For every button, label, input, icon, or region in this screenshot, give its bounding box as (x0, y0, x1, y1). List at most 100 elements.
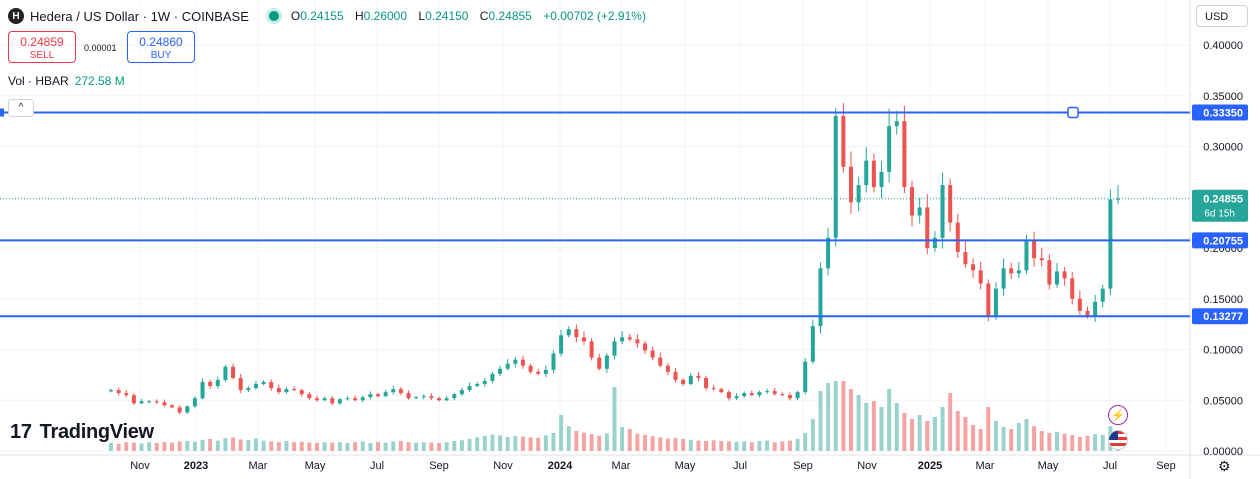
volume-bar (627, 429, 632, 451)
candle-body (231, 366, 236, 378)
volume-bar (490, 434, 495, 451)
lightning-icon[interactable]: ⚡ (1108, 405, 1128, 425)
volume-bar (574, 431, 579, 451)
candle-body (551, 353, 556, 370)
volume-bar (162, 442, 167, 451)
candle-body (917, 207, 922, 216)
candle-body (147, 401, 152, 403)
volume-bar (269, 441, 274, 451)
x-tick-label: Sep (1156, 460, 1176, 472)
volume-bar (1077, 437, 1082, 451)
candle-body (650, 350, 655, 358)
volume-bar (658, 437, 663, 451)
x-tick-label: Jul (1103, 460, 1117, 472)
volume-bar (803, 433, 808, 451)
candle-body (704, 377, 709, 389)
open-value: 0.24155 (300, 9, 344, 23)
volume-bar (376, 442, 381, 451)
countdown-label: 6d 15h (1204, 209, 1235, 220)
candle-body (627, 337, 632, 340)
volume-bar (505, 437, 510, 451)
volume-bar (467, 439, 472, 451)
candle-body (360, 397, 365, 401)
volume-legend: Vol · HBAR 272.58 M (8, 74, 125, 88)
volume-bar (421, 442, 426, 451)
candle-body (330, 398, 335, 404)
volume-bar (818, 391, 823, 451)
us-flag-icon[interactable] (1108, 430, 1128, 450)
candle-body (696, 375, 701, 378)
volume-bar (246, 440, 251, 451)
candle-body (398, 389, 403, 394)
spread-value: 0.00001 (84, 43, 117, 53)
candle-body (818, 268, 823, 327)
level-price-tag (1192, 232, 1248, 249)
volume-value: 272.58 M (74, 74, 125, 88)
candle-body (894, 121, 899, 127)
candle-body (871, 160, 876, 188)
candle-body (459, 390, 464, 395)
x-tick-label: Nov (857, 460, 877, 472)
collapse-legend-button[interactable]: ^ (8, 99, 34, 117)
volume-bar (307, 442, 312, 451)
buy-button[interactable]: 0.24860 BUY (127, 31, 195, 63)
candle-body (665, 365, 670, 372)
volume-bar (1085, 435, 1090, 451)
volume-bar (780, 441, 785, 451)
x-tick-label: Mar (612, 460, 631, 472)
volume-bar (1024, 419, 1029, 451)
candle-body (475, 384, 480, 387)
candle-body (1054, 271, 1059, 285)
currency-select[interactable]: USD (1196, 5, 1248, 27)
candle-body (345, 398, 350, 400)
candle-body (109, 390, 113, 392)
volume-bar (185, 441, 190, 451)
volume-bar (993, 421, 998, 451)
volume-bar (955, 411, 960, 451)
candle-body (948, 185, 953, 223)
volume-bar (971, 425, 976, 451)
market-status-icon[interactable] (268, 11, 279, 21)
settings-gear-icon[interactable]: ⚙ (1218, 458, 1231, 474)
volume-bar (177, 441, 182, 451)
level-drag-handle (1067, 106, 1079, 119)
candle-body (131, 395, 136, 404)
chart-header: H Hedera / US Dollar · 1W · COINBASE O0.… (8, 6, 654, 26)
volume-bar (635, 433, 640, 451)
sell-label: SELL (29, 50, 55, 61)
candle-body (1093, 301, 1098, 317)
candle-body (1108, 199, 1113, 289)
volume-bar (1070, 435, 1075, 451)
volume-bar (620, 427, 625, 451)
candle-body (1077, 298, 1082, 311)
candle-body (986, 283, 991, 318)
candle-body (1085, 310, 1090, 317)
candle-body (162, 402, 167, 406)
volume-bar (604, 433, 609, 451)
candle-body (597, 357, 602, 369)
volume-bar (1054, 431, 1059, 451)
candle-body (337, 399, 342, 404)
volume-bar (520, 436, 525, 451)
volume-bar (383, 442, 388, 451)
x-tick-label: Nov (130, 460, 150, 472)
volume-bar (551, 433, 556, 451)
candle-body (1039, 258, 1044, 261)
symbol-title[interactable]: Hedera / US Dollar · 1W · COINBASE (30, 8, 249, 24)
candle-body (559, 335, 564, 354)
candle-body (1024, 239, 1029, 271)
volume-bar (696, 440, 701, 451)
candle-body (1062, 271, 1067, 279)
tradingview-wordmark: TradingView (39, 421, 154, 443)
low-value: 0.24150 (425, 9, 469, 23)
volume-bar (612, 387, 617, 451)
volume-bar (429, 442, 434, 451)
sell-button[interactable]: 0.24859 SELL (8, 31, 76, 63)
candle-body (772, 391, 777, 395)
candle-body (1032, 239, 1037, 259)
tradingview-logo[interactable]: 17 TradingView (10, 421, 154, 444)
candle-body (376, 394, 381, 397)
candle-body (673, 371, 678, 380)
volume-bar (559, 415, 564, 451)
